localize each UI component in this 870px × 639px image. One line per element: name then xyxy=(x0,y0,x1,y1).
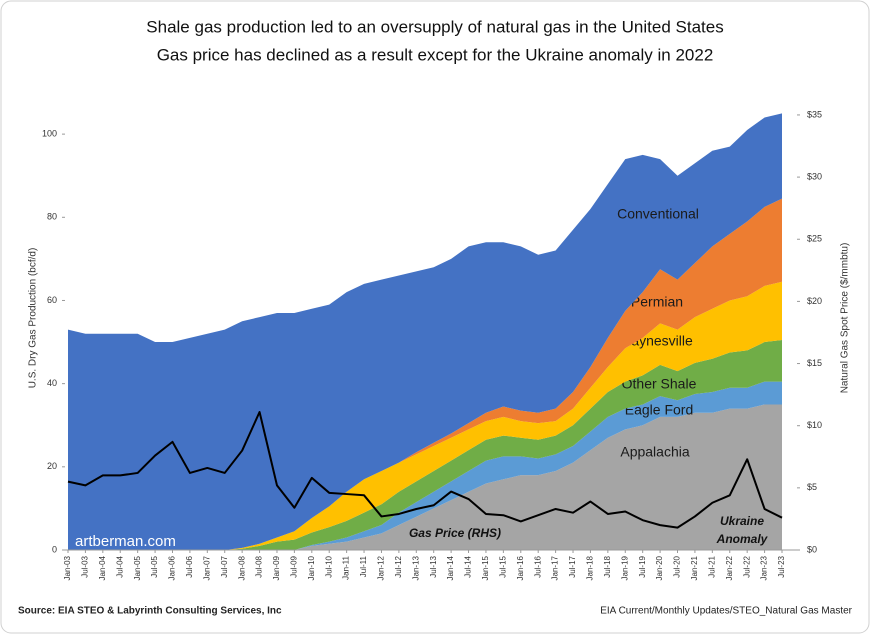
y2-tick-label: $5 xyxy=(807,482,817,492)
y2-axis-label: Natural Gas Spot Price ($/mmbtu) xyxy=(840,243,851,394)
x-tick-label: Jul-04 xyxy=(115,555,124,577)
x-tick-label: Jul-03 xyxy=(81,555,90,577)
x-tick-label: Jan-19 xyxy=(620,555,629,580)
x-tick-label: Jan-09 xyxy=(272,555,281,580)
x-tick-label: Jan-21 xyxy=(690,555,699,580)
area xyxy=(68,404,782,550)
area-label: Permian xyxy=(631,294,683,310)
x-tick-label: Jul-06 xyxy=(185,555,194,577)
y-tick-label: 80 xyxy=(47,212,57,222)
watermark: artberman.com xyxy=(75,533,176,550)
x-tick-label: Jan-06 xyxy=(168,555,177,580)
area xyxy=(68,381,782,550)
y2-tick-label: $0 xyxy=(807,544,817,554)
x-tick-label: Jul-23 xyxy=(777,555,786,577)
x-tick-label: Jul-10 xyxy=(324,555,333,577)
x-tick-label: Jan-10 xyxy=(307,555,316,580)
x-tick-label: Jan-18 xyxy=(586,555,595,580)
x-tick-label: Jul-13 xyxy=(429,555,438,577)
x-tick-label: Jul-09 xyxy=(289,555,298,577)
x-tick-label: Jul-22 xyxy=(742,555,751,577)
x-tick-label: Jan-17 xyxy=(551,555,560,580)
x-tick-label: Jan-20 xyxy=(655,555,664,580)
y-tick-label: 60 xyxy=(47,295,57,305)
x-tick-label: Jan-13 xyxy=(411,555,420,580)
x-tick-label: Jul-12 xyxy=(394,555,403,577)
y2-tick-label: $10 xyxy=(807,420,822,430)
x-tick-label: Jan-12 xyxy=(377,555,386,580)
y2-tick-label: $20 xyxy=(807,296,822,306)
x-tick-label: Jul-14 xyxy=(464,555,473,577)
x-tick-label: Jul-07 xyxy=(220,555,229,577)
y-tick-label: 20 xyxy=(47,461,57,471)
area-label: Other Shale xyxy=(622,376,697,392)
area-label: Eagle Ford xyxy=(625,402,693,418)
area-label: Appalachia xyxy=(620,444,689,460)
price-line xyxy=(67,411,783,529)
y2-tick-label: $35 xyxy=(807,109,822,119)
y-tick-label: 40 xyxy=(47,378,57,388)
x-tick-label: Jan-23 xyxy=(760,555,769,580)
x-tick-label: Jul-18 xyxy=(603,555,612,577)
y2-tick-label: $15 xyxy=(807,358,822,368)
x-tick-label: Jan-07 xyxy=(202,555,211,580)
x-tick-label: Jul-21 xyxy=(707,555,716,577)
x-tick-label: Jan-05 xyxy=(133,555,142,580)
x-tick-label: Jan-15 xyxy=(481,555,490,580)
x-tick-label: Jul-08 xyxy=(255,555,264,577)
x-tick-label: Jul-16 xyxy=(533,555,542,577)
source-right: EIA Current/Monthly Updates/STEO_Natural… xyxy=(600,606,852,617)
x-tick-label: Jan-04 xyxy=(98,555,107,580)
area xyxy=(68,339,782,550)
chart-subtitle: Gas price has declined as a result excep… xyxy=(157,45,714,64)
y2-tick-label: $25 xyxy=(807,234,822,244)
line-label: Gas Price (RHS) xyxy=(409,526,501,540)
x-tick-label: Jan-11 xyxy=(342,555,351,579)
x-tick-label: Jan-03 xyxy=(63,555,72,580)
x-tick-label: Jul-17 xyxy=(568,555,577,577)
x-tick-label: Jan-22 xyxy=(725,555,734,580)
source-left: Source: EIA STEO & Labyrinth Consulting … xyxy=(18,606,282,617)
annotation: Anomaly xyxy=(716,532,769,546)
area-label: Conventional xyxy=(617,206,699,222)
y-tick-label: 100 xyxy=(42,128,57,138)
x-tick-label: Jul-11 xyxy=(359,555,368,577)
x-tick-label: Jul-20 xyxy=(673,555,682,577)
y-tick-label: 0 xyxy=(52,544,57,554)
x-tick-label: Jul-19 xyxy=(638,555,647,577)
x-tick-label: Jan-14 xyxy=(446,555,455,580)
x-tick-label: Jul-05 xyxy=(150,555,159,577)
y-axis-label: U.S. Dry Gas Production (bcf/d) xyxy=(28,248,39,389)
chart-title: Shale gas production led to an oversuppl… xyxy=(146,17,723,36)
x-tick-label: Jul-15 xyxy=(498,555,507,577)
y2-tick-label: $30 xyxy=(807,171,822,181)
x-tick-label: Jan-08 xyxy=(237,555,246,580)
annotation: Ukraine xyxy=(720,514,764,528)
x-tick-label: Jan-16 xyxy=(516,555,525,580)
